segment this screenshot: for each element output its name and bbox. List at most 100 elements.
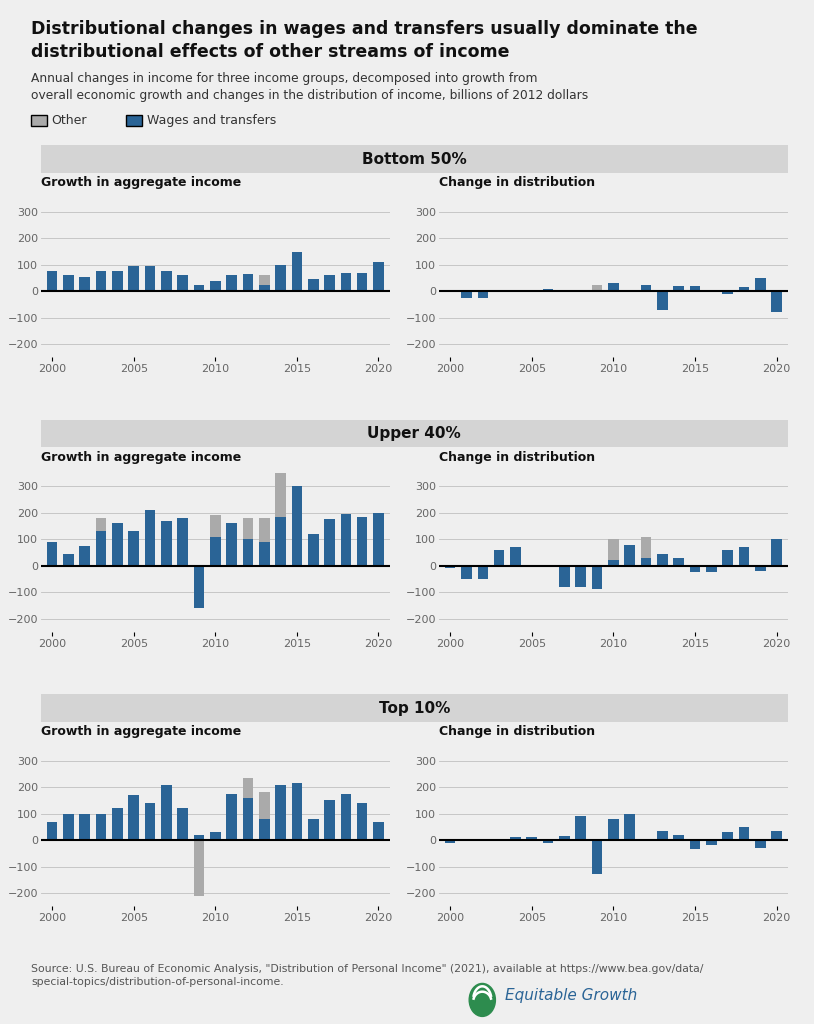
Bar	[738, 547, 749, 565]
Bar	[722, 291, 733, 294]
Text: Change in distribution: Change in distribution	[439, 176, 595, 189]
Bar	[657, 554, 667, 565]
Bar	[275, 265, 286, 291]
Bar	[722, 833, 733, 840]
Bar	[624, 814, 635, 840]
Bar	[657, 291, 667, 304]
Bar	[771, 830, 781, 840]
Bar	[738, 547, 749, 565]
Bar	[706, 565, 716, 572]
Bar	[308, 534, 318, 565]
Bar	[445, 565, 456, 568]
Bar	[641, 537, 651, 565]
Bar	[462, 291, 472, 298]
Bar	[722, 550, 733, 565]
Bar	[177, 275, 188, 291]
Bar	[259, 793, 269, 840]
Text: Annual changes in income for three income groups, decomposed into growth from
ov: Annual changes in income for three incom…	[31, 72, 589, 101]
Bar	[63, 814, 74, 840]
Bar	[243, 540, 253, 565]
Bar	[559, 565, 570, 587]
Bar	[357, 803, 367, 840]
Bar	[510, 547, 521, 565]
Bar	[462, 565, 472, 579]
Bar	[755, 565, 765, 571]
Bar	[608, 284, 619, 291]
Bar	[194, 565, 204, 608]
Bar	[275, 517, 286, 565]
Bar	[161, 521, 172, 565]
Bar	[275, 472, 286, 565]
Bar	[47, 821, 58, 840]
Bar	[373, 821, 383, 840]
Text: Top 10%: Top 10%	[379, 700, 450, 716]
Bar	[559, 565, 570, 587]
Bar	[673, 835, 684, 840]
Bar	[145, 803, 155, 840]
Bar	[689, 840, 700, 849]
Bar	[608, 819, 619, 840]
Bar	[112, 523, 123, 565]
Bar	[462, 840, 472, 842]
Bar	[357, 272, 367, 291]
Text: Change in distribution: Change in distribution	[439, 725, 595, 738]
Bar	[771, 540, 781, 565]
Text: Upper 40%: Upper 40%	[367, 426, 462, 441]
Bar	[129, 531, 139, 565]
Bar	[259, 819, 269, 840]
Bar	[373, 513, 383, 565]
Bar	[112, 808, 123, 840]
Bar	[63, 814, 74, 840]
Bar	[210, 515, 221, 565]
Bar	[129, 266, 139, 291]
Bar	[494, 839, 505, 840]
Bar	[324, 801, 335, 840]
Bar	[657, 830, 667, 840]
Bar	[575, 565, 586, 587]
Text: Source: U.S. Bureau of Economic Analysis, "Distribution of Personal Income" (202: Source: U.S. Bureau of Economic Analysis…	[31, 964, 703, 987]
Text: Equitable Growth: Equitable Growth	[505, 988, 637, 1002]
Bar	[324, 519, 335, 565]
Bar	[689, 286, 700, 291]
Bar	[112, 523, 123, 565]
Bar	[673, 286, 684, 291]
Text: Growth in aggregate income: Growth in aggregate income	[41, 176, 241, 189]
Bar	[80, 276, 90, 291]
Text: Bottom 50%: Bottom 50%	[362, 152, 466, 167]
Bar	[771, 291, 781, 312]
Bar	[445, 840, 456, 843]
Bar	[308, 819, 318, 840]
Bar	[112, 271, 123, 291]
Bar	[543, 840, 554, 843]
Bar	[722, 833, 733, 840]
Bar	[592, 840, 602, 874]
Bar	[291, 783, 302, 840]
Bar	[340, 794, 351, 840]
Bar	[543, 289, 554, 291]
Bar	[194, 840, 204, 896]
Bar	[80, 276, 90, 291]
Bar	[722, 550, 733, 565]
Bar	[161, 271, 172, 291]
Bar	[259, 518, 269, 565]
Bar	[673, 558, 684, 565]
Bar	[194, 565, 204, 608]
Bar	[641, 285, 651, 291]
Bar	[63, 275, 74, 291]
Bar	[755, 840, 765, 848]
Bar	[657, 554, 667, 565]
Bar	[738, 827, 749, 840]
Bar	[194, 835, 204, 840]
Bar	[96, 531, 107, 565]
Text: Change in distribution: Change in distribution	[439, 451, 595, 464]
Bar	[340, 514, 351, 565]
Text: Other: Other	[51, 115, 87, 127]
Bar	[657, 291, 667, 310]
Bar	[80, 814, 90, 840]
Bar	[226, 275, 237, 291]
Bar	[608, 819, 619, 840]
Bar	[510, 547, 521, 565]
Bar	[243, 798, 253, 840]
Bar	[259, 542, 269, 565]
Bar	[80, 820, 90, 840]
